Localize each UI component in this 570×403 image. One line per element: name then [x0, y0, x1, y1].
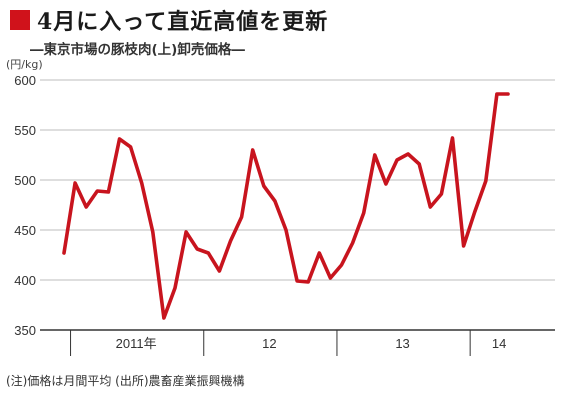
y-tick-label-350: 350	[14, 323, 36, 338]
x-year-label-1: 12	[262, 336, 276, 351]
grid-lines	[40, 79, 555, 331]
title-row: 4月に入って直近高値を更新	[10, 6, 329, 35]
chart-subtitle: ―東京市場の豚枝肉(上)卸売価格―	[30, 42, 245, 58]
data-point-2012-10	[307, 280, 310, 283]
data-point-2012-06	[262, 184, 265, 187]
data-point-2011-07	[140, 181, 143, 184]
chart-title: 4月に入って直近高値を更新	[37, 9, 329, 35]
title-square-icon	[10, 10, 30, 30]
footnote: (注)価格は月間平均 (出所)農畜産業振興機構	[6, 374, 245, 388]
data-point-2012-09	[296, 279, 299, 282]
series-layer	[62, 92, 510, 320]
data-point-2010-12	[62, 251, 65, 254]
data-point-2012-03	[229, 239, 232, 242]
data-point-2013-11	[451, 136, 454, 139]
data-point-2013-07	[407, 152, 410, 155]
data-point-2013-09	[429, 205, 432, 208]
y-tick-label-500: 500	[14, 173, 36, 188]
data-point-2013-08	[418, 162, 421, 165]
data-point-2011-01	[74, 181, 77, 184]
data-point-2012-02	[218, 269, 221, 272]
y-tick-label-400: 400	[14, 273, 36, 288]
data-point-2011-05	[118, 137, 121, 140]
data-point-2014-02	[484, 179, 487, 182]
data-point-2013-02	[351, 241, 354, 244]
data-point-2013-05	[384, 182, 387, 185]
x-axis: 2011年 12 13 14	[70, 330, 506, 356]
data-point-2014-04	[506, 92, 509, 95]
x-year-label-3: 14	[492, 336, 506, 351]
data-point-2011-06	[129, 145, 132, 148]
data-point-2011-02	[85, 205, 88, 208]
data-point-2012-12	[329, 276, 332, 279]
data-point-2013-03	[362, 211, 365, 214]
y-tick-label-550: 550	[14, 123, 36, 138]
data-point-2012-01	[207, 251, 210, 254]
data-point-2012-11	[318, 251, 321, 254]
y-tick-label-600: 600	[14, 73, 36, 88]
data-point-2014-01	[473, 210, 476, 213]
data-point-2011-12	[196, 247, 199, 250]
y-axis-unit-label: (円/kg)	[6, 58, 43, 71]
data-point-2012-07	[273, 199, 276, 202]
y-tick-labels: 350 400 450 500 550 600	[14, 73, 36, 338]
data-point-2014-03	[495, 92, 498, 95]
data-point-2013-10	[440, 192, 443, 195]
data-point-2013-01	[340, 263, 343, 266]
data-point-2011-03	[96, 189, 99, 192]
price-series-line	[62, 92, 510, 320]
data-point-2012-05	[251, 148, 254, 151]
data-point-2011-04	[107, 190, 110, 193]
data-point-2011-11	[185, 230, 188, 233]
x-year-label-2: 13	[395, 336, 409, 351]
data-point-2013-06	[395, 158, 398, 161]
data-point-2011-09	[162, 316, 165, 319]
data-point-2012-08	[284, 228, 287, 231]
data-point-2013-04	[373, 153, 376, 156]
x-year-label-0: 2011年	[116, 336, 157, 351]
data-point-2012-04	[240, 215, 243, 218]
data-point-2011-10	[173, 286, 176, 289]
data-point-2013-12	[462, 244, 465, 247]
data-point-2011-08	[151, 230, 154, 233]
y-tick-label-450: 450	[14, 223, 36, 238]
